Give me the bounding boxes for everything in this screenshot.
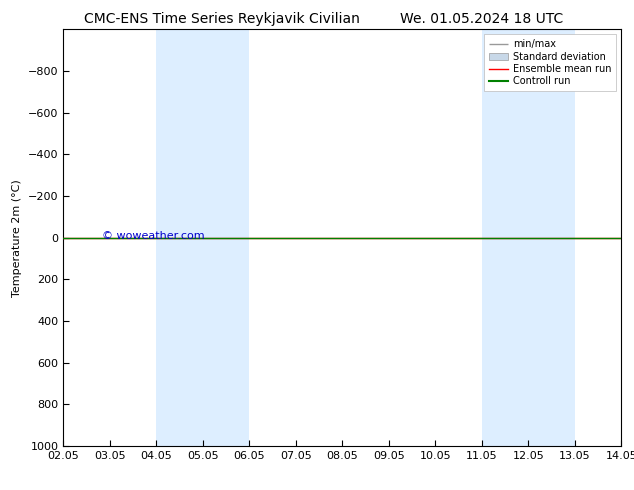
Bar — [157, 29, 203, 446]
Bar — [528, 29, 575, 446]
Text: CMC-ENS Time Series Reykjavik Civilian: CMC-ENS Time Series Reykjavik Civilian — [84, 12, 360, 26]
Y-axis label: Temperature 2m (°C): Temperature 2m (°C) — [13, 179, 22, 296]
Text: © woweather.com: © woweather.com — [103, 231, 205, 241]
Text: We. 01.05.2024 18 UTC: We. 01.05.2024 18 UTC — [400, 12, 564, 26]
Bar — [482, 29, 528, 446]
Legend: min/max, Standard deviation, Ensemble mean run, Controll run: min/max, Standard deviation, Ensemble me… — [484, 34, 616, 91]
Bar — [203, 29, 249, 446]
